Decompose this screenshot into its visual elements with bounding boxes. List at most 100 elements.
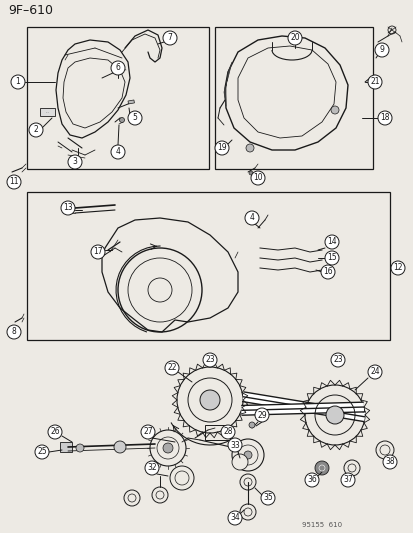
Circle shape xyxy=(221,425,235,439)
Circle shape xyxy=(48,425,62,439)
Text: 26: 26 xyxy=(50,427,59,437)
Bar xyxy=(128,100,134,104)
Text: 10: 10 xyxy=(253,174,262,182)
Text: 33: 33 xyxy=(230,440,239,449)
Circle shape xyxy=(367,75,381,89)
Circle shape xyxy=(240,504,255,520)
Circle shape xyxy=(254,408,268,422)
Text: 34: 34 xyxy=(230,513,239,522)
Text: 4: 4 xyxy=(115,148,120,157)
Text: 36: 36 xyxy=(306,475,316,484)
Circle shape xyxy=(68,155,82,169)
Text: 1: 1 xyxy=(16,77,20,86)
Bar xyxy=(40,108,55,116)
Circle shape xyxy=(128,111,142,125)
Bar xyxy=(214,27,372,169)
Polygon shape xyxy=(223,62,231,106)
Circle shape xyxy=(340,473,354,487)
Circle shape xyxy=(214,141,228,155)
Circle shape xyxy=(248,422,254,428)
Circle shape xyxy=(374,43,388,57)
Text: 27: 27 xyxy=(143,427,152,437)
Circle shape xyxy=(260,491,274,505)
Circle shape xyxy=(141,425,154,439)
Text: 15: 15 xyxy=(326,254,336,262)
Circle shape xyxy=(61,201,75,215)
Text: 3: 3 xyxy=(72,157,77,166)
Circle shape xyxy=(124,490,140,506)
Circle shape xyxy=(250,171,264,185)
Circle shape xyxy=(228,438,242,452)
Circle shape xyxy=(202,353,216,367)
Circle shape xyxy=(76,444,84,452)
Circle shape xyxy=(343,460,359,476)
Circle shape xyxy=(199,390,219,410)
Circle shape xyxy=(165,361,178,375)
Circle shape xyxy=(177,367,242,433)
Text: 18: 18 xyxy=(379,114,389,123)
Text: ...: ... xyxy=(45,110,49,114)
Circle shape xyxy=(377,111,391,125)
Circle shape xyxy=(390,261,404,275)
Circle shape xyxy=(325,406,343,424)
Text: 8: 8 xyxy=(12,327,17,336)
Circle shape xyxy=(170,466,194,490)
Text: 12: 12 xyxy=(392,263,402,272)
Circle shape xyxy=(240,474,255,490)
Text: 11: 11 xyxy=(9,177,19,187)
Text: 14: 14 xyxy=(326,238,336,246)
Text: 28: 28 xyxy=(223,427,232,437)
Text: 6: 6 xyxy=(115,63,120,72)
Text: 23: 23 xyxy=(332,356,342,365)
Circle shape xyxy=(29,123,43,137)
Text: 13: 13 xyxy=(63,204,73,213)
Circle shape xyxy=(11,75,25,89)
Text: 21: 21 xyxy=(369,77,379,86)
Circle shape xyxy=(7,325,21,339)
Circle shape xyxy=(231,454,247,470)
Circle shape xyxy=(111,61,125,75)
Text: 25: 25 xyxy=(37,448,47,456)
Circle shape xyxy=(91,245,105,259)
Text: 95155  610: 95155 610 xyxy=(301,522,341,528)
Circle shape xyxy=(324,251,338,265)
Circle shape xyxy=(35,445,49,459)
Circle shape xyxy=(245,144,254,152)
Circle shape xyxy=(320,265,334,279)
Text: 17: 17 xyxy=(93,247,102,256)
Circle shape xyxy=(163,31,177,45)
Text: 23: 23 xyxy=(205,356,214,365)
Circle shape xyxy=(111,145,125,159)
Circle shape xyxy=(287,31,301,45)
Circle shape xyxy=(382,455,396,469)
Circle shape xyxy=(304,473,318,487)
Circle shape xyxy=(304,385,364,445)
Text: 9F–610: 9F–610 xyxy=(8,4,53,17)
Circle shape xyxy=(228,511,242,525)
Bar xyxy=(27,192,389,340)
Circle shape xyxy=(152,487,168,503)
Text: 38: 38 xyxy=(384,457,394,466)
Circle shape xyxy=(114,441,126,453)
Circle shape xyxy=(119,117,124,123)
Text: 32: 32 xyxy=(147,464,157,472)
Circle shape xyxy=(330,106,338,114)
Circle shape xyxy=(367,365,381,379)
Circle shape xyxy=(330,353,344,367)
Circle shape xyxy=(163,443,173,453)
Text: 7: 7 xyxy=(167,34,172,43)
Bar xyxy=(27,27,209,169)
Circle shape xyxy=(231,439,263,471)
Circle shape xyxy=(314,461,328,475)
Text: 22: 22 xyxy=(167,364,176,373)
Circle shape xyxy=(375,441,393,459)
Bar xyxy=(204,425,230,440)
Text: 9: 9 xyxy=(379,45,384,54)
Text: 24: 24 xyxy=(369,367,379,376)
Circle shape xyxy=(248,171,252,175)
Bar xyxy=(60,442,72,452)
Circle shape xyxy=(7,175,21,189)
Circle shape xyxy=(243,451,252,459)
Text: 4: 4 xyxy=(249,214,254,222)
Circle shape xyxy=(145,461,159,475)
